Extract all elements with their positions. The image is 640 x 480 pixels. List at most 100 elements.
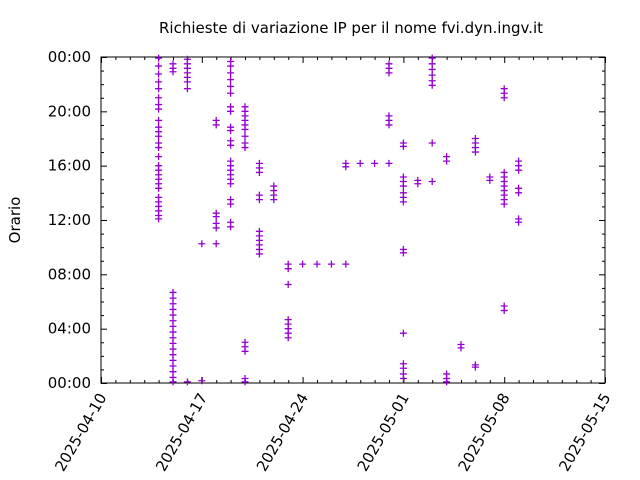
data-point	[428, 139, 436, 147]
data-point	[327, 260, 335, 268]
chart-title: Richieste di variazione IP per il nome f…	[159, 19, 543, 37]
data-point	[284, 265, 292, 273]
data-point	[155, 94, 163, 102]
x-tick-label: 2025-04-17	[152, 390, 211, 475]
data-point	[399, 374, 407, 382]
y-tick-label: 00:00	[48, 48, 91, 66]
data-point	[227, 69, 235, 77]
x-tick-label: 2025-05-08	[454, 390, 513, 475]
data-point	[471, 148, 479, 156]
y-tick-label: 08:00	[48, 265, 91, 283]
data-point	[198, 240, 206, 248]
data-point	[227, 180, 235, 188]
plot-frame	[100, 56, 606, 384]
data-point	[241, 378, 249, 386]
x-tick-labels: 2025-04-10 2025-04-17 2025-04-24 2025-05-01…	[51, 390, 614, 475]
data-point	[155, 184, 163, 192]
y-tick-label: 20:00	[48, 102, 91, 120]
data-point	[255, 168, 263, 176]
data-point	[155, 144, 163, 152]
data-point	[227, 200, 235, 208]
data-point	[255, 250, 263, 258]
data-point	[241, 347, 249, 355]
data-point	[227, 107, 235, 115]
data-point	[399, 249, 407, 257]
data-point	[471, 363, 479, 371]
data-point	[155, 70, 163, 78]
y-tick-label: 16:00	[48, 157, 91, 175]
data-point	[155, 54, 163, 62]
data-point	[241, 125, 249, 133]
y-tick-label: 00:00	[48, 374, 91, 392]
y-tick-label: 12:00	[48, 211, 91, 229]
data-point	[342, 163, 350, 171]
x-tick-label: 2025-04-24	[253, 390, 312, 475]
y-axis-label: Orario	[6, 197, 24, 244]
data-point	[515, 218, 523, 226]
data-point	[155, 153, 163, 161]
data-point	[443, 157, 451, 165]
data-point	[515, 189, 523, 197]
data-point	[169, 68, 177, 76]
data-point	[155, 62, 163, 70]
data-point	[515, 166, 523, 174]
y-tick-labels: 00:00 04:00 08:00 12:00 16:00 20:00 00:00	[48, 48, 91, 392]
data-points	[155, 54, 523, 386]
data-point	[227, 141, 235, 149]
data-point	[227, 82, 235, 90]
data-point	[399, 198, 407, 206]
data-point	[385, 159, 393, 167]
data-point	[155, 85, 163, 93]
data-point	[155, 116, 163, 124]
x-tick-label: 2025-05-15	[555, 390, 614, 475]
data-point	[227, 62, 235, 70]
x-tick-label: 2025-04-10	[51, 390, 110, 475]
data-point	[500, 94, 508, 102]
data-point	[385, 69, 393, 77]
data-point	[414, 180, 422, 188]
data-point	[212, 240, 220, 248]
data-point	[255, 196, 263, 204]
data-point	[399, 142, 407, 150]
data-point	[457, 344, 465, 352]
data-point	[399, 182, 407, 190]
data-point	[227, 127, 235, 135]
data-point	[385, 121, 393, 129]
data-point	[299, 260, 307, 268]
data-point	[270, 196, 278, 204]
data-point	[313, 260, 321, 268]
data-point	[198, 377, 206, 385]
data-point	[183, 85, 191, 93]
data-point	[155, 78, 163, 86]
data-point	[284, 281, 292, 289]
y-tick-label: 04:00	[48, 320, 91, 338]
data-point	[227, 223, 235, 231]
plot-axes	[100, 56, 606, 384]
data-point	[399, 329, 407, 337]
data-point	[500, 307, 508, 315]
data-point	[183, 378, 191, 386]
data-point	[356, 159, 364, 167]
data-point	[428, 81, 436, 89]
data-point	[227, 76, 235, 84]
data-point	[241, 144, 249, 152]
data-point	[212, 224, 220, 232]
data-point	[155, 215, 163, 223]
data-point	[155, 132, 163, 140]
x-tick-label: 2025-05-01	[354, 390, 413, 475]
data-point	[371, 159, 379, 167]
data-point	[241, 132, 249, 140]
data-point	[443, 378, 451, 386]
data-point	[342, 260, 350, 268]
data-point	[227, 89, 235, 97]
data-point	[428, 178, 436, 186]
data-point	[169, 378, 177, 386]
data-point	[183, 78, 191, 86]
data-point	[284, 334, 292, 342]
data-point	[486, 176, 494, 184]
data-point	[212, 121, 220, 129]
data-point	[155, 105, 163, 113]
data-point	[212, 213, 220, 221]
data-point	[500, 200, 508, 208]
